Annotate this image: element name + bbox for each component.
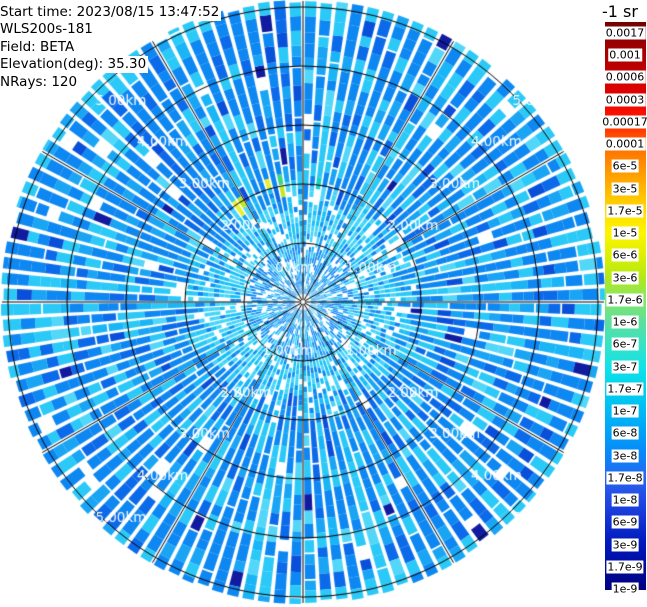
instrument-value: WLS200s-181: [0, 21, 95, 39]
elevation-text: Elevation(deg): 35.30: [0, 54, 221, 74]
colorbar-gradient: [605, 22, 646, 590]
start-time-text: Start time: 2023/08/15 13:47:52: [0, 2, 222, 21]
scan-info: Start time: 2023/08/15 13:47:52 WLS200s-…: [0, 2, 222, 91]
elevation-value: Elevation(deg): 35.30: [0, 56, 149, 74]
start-time-value: Start time: 2023/08/15 13:47:52: [0, 4, 222, 21]
nrays-value: NRays: 120: [0, 73, 80, 91]
instrument-text: WLS200s-181: [0, 19, 221, 39]
field-text: Field: BETA: [0, 37, 221, 56]
field-value: Field: BETA: [0, 38, 77, 56]
nrays-text: NRays: 120: [0, 72, 221, 91]
colorbar-units-title: -1 sr: [602, 2, 638, 21]
